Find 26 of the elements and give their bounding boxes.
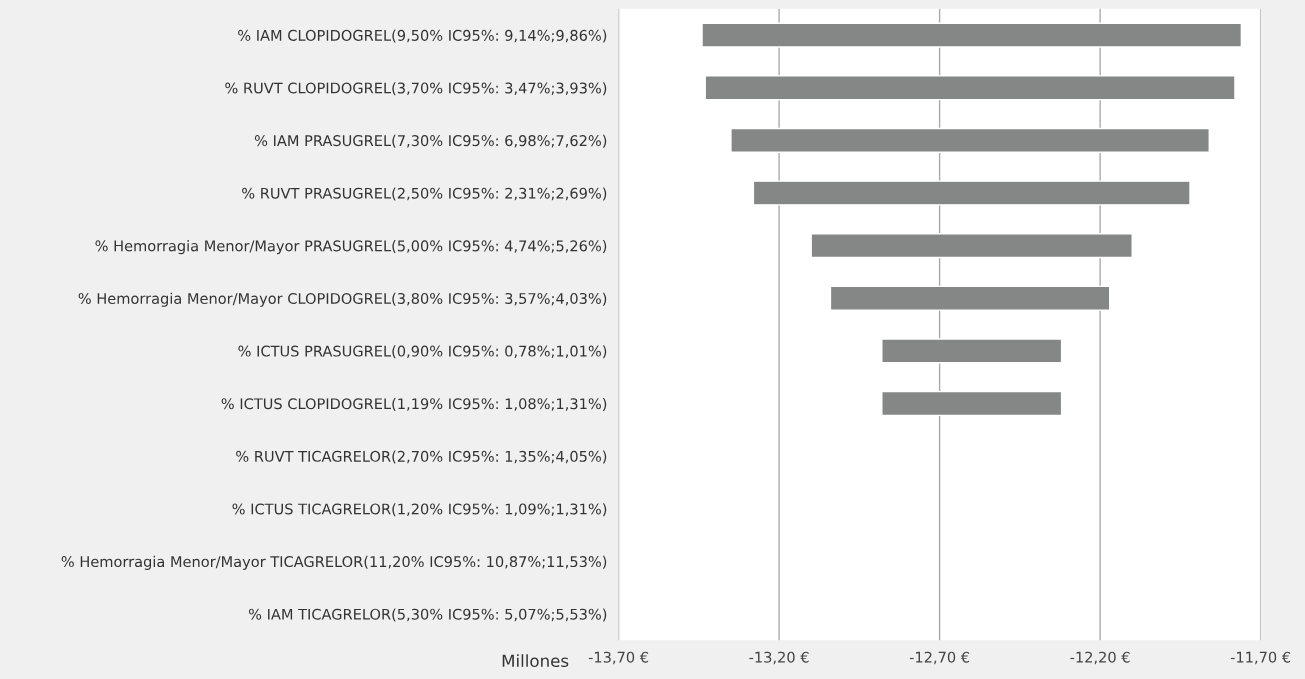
y-tick-label: % ICTUS TICAGRELOR(1,20% IC95%: 1,09%;1,31%) <box>232 503 607 517</box>
bar <box>881 390 1063 417</box>
x-tick-label: -11,70 € <box>1230 651 1291 665</box>
y-tick-label: % IAM CLOPIDOGREL(9,50% IC95%: 9,14%;9,86%) <box>238 29 607 43</box>
bar <box>701 22 1243 48</box>
bar <box>704 75 1236 101</box>
y-tick-label: % RUVT CLOPIDOGREL(3,70% IC95%: 3,47%;3,93%) <box>225 82 607 96</box>
bar <box>752 180 1191 206</box>
y-tick-label: % IAM PRASUGREL(7,30% IC95%: 6,98%;7,62%) <box>254 134 607 148</box>
bar <box>810 233 1133 259</box>
y-tick-label: % ICTUS CLOPIDOGREL(1,19% IC95%: 1,08%;1,31%) <box>221 397 607 411</box>
bar <box>730 127 1210 153</box>
x-tick-label: -13,70 € <box>588 651 649 665</box>
y-tick-label: % ICTUS PRASUGREL(0,90% IC95%: 0,78%;1,01%) <box>238 345 607 359</box>
y-tick-label: % IAM TICAGRELOR(5,30% IC95%: 5,07%;5,53%) <box>248 608 607 622</box>
x-axis-title: Millones <box>502 654 569 668</box>
y-tick-label: % Hemorragia Menor/Mayor CLOPIDOGREL(3,80% IC95%: 3,57%;4,03%) <box>78 292 607 307</box>
x-tick-label: -13,20 € <box>749 651 809 665</box>
y-tick-label: % Hemorragia Menor/Mayor TICAGRELOR(11,20% IC95%: 10,87%;11,53%) <box>61 555 607 570</box>
y-tick-label: % Hemorragia Menor/Mayor PRASUGREL(5,00% IC95%: 4,74%;5,26%) <box>95 240 607 255</box>
y-tick-label: % RUVT TICAGRELOR(2,70% IC95%: 1,35%;4,05%) <box>236 450 607 464</box>
bar <box>829 285 1111 311</box>
y-tick-label: % RUVT PRASUGREL(2,50% IC95%: 2,31%;2,69%) <box>242 187 607 201</box>
x-tick-label: -12,70 € <box>909 651 970 665</box>
bar <box>881 338 1063 364</box>
x-tick-label: -12,20 € <box>1070 651 1130 665</box>
